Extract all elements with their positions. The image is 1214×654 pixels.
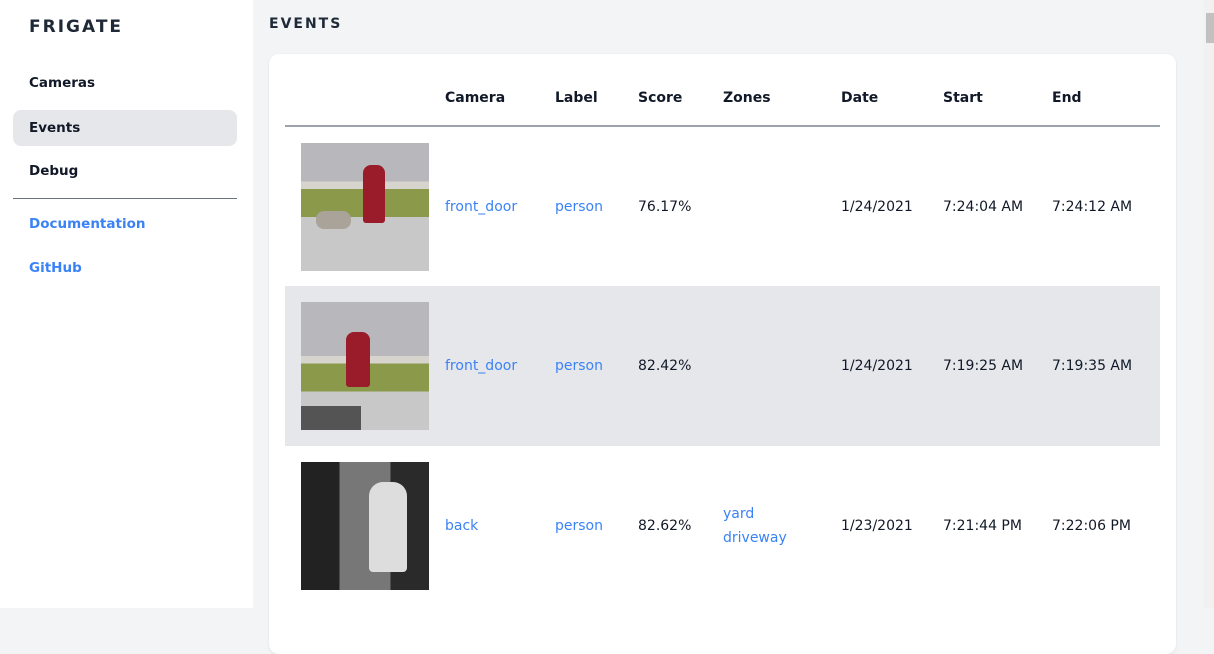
table-row[interactable]: back person 82.62% yard driveway 1/23/202… [285, 446, 1160, 606]
table-row[interactable]: front_door person 82.42% 1/24/2021 7:19:… [285, 286, 1160, 446]
event-date: 1/23/2021 [841, 518, 913, 534]
event-end: 7:19:35 AM [1052, 286, 1160, 446]
table-row[interactable]: front_door person 76.17% 1/24/2021 7:24:… [285, 126, 1160, 286]
sidebar: FRIGATE Cameras Events Debug Documentati… [0, 0, 253, 608]
col-camera: Camera [445, 54, 555, 127]
event-start: 7:21:44 PM [943, 518, 1022, 534]
event-label-link[interactable]: person [555, 286, 638, 446]
events-card: Camera Label Score Zones Date Start End … [269, 54, 1176, 654]
event-date: 1/24/2021 [841, 286, 943, 446]
event-start: 7:19:25 AM [943, 286, 1052, 446]
scrollbar-thumb[interactable] [1206, 13, 1214, 43]
sidebar-divider [13, 198, 237, 199]
event-zones [723, 286, 841, 446]
event-camera-link[interactable]: front_door [445, 198, 518, 215]
sidebar-item-debug[interactable]: Debug [29, 163, 79, 179]
table-header: Camera Label Score Zones Date Start End [285, 54, 1160, 127]
event-thumbnail[interactable] [301, 302, 429, 430]
event-zones [723, 126, 841, 286]
event-end: 7:22:06 PM [1052, 518, 1131, 534]
col-label: Label [555, 54, 638, 127]
app-logo: FRIGATE [29, 17, 124, 37]
event-score: 82.62% [638, 518, 692, 534]
event-start: 7:24:04 AM [943, 198, 1024, 215]
col-start: Start [943, 54, 1052, 127]
col-zones: Zones [723, 54, 841, 127]
event-label-link[interactable]: person [555, 198, 603, 215]
col-end: End [1052, 54, 1160, 127]
col-score: Score [638, 54, 723, 127]
event-score: 76.17% [638, 198, 692, 215]
event-date: 1/24/2021 [841, 198, 913, 215]
col-thumbnail [285, 54, 445, 127]
event-label-link[interactable]: person [555, 518, 603, 534]
event-thumbnail[interactable] [301, 462, 429, 590]
event-thumbnail[interactable] [301, 142, 429, 271]
sidebar-item-cameras[interactable]: Cameras [29, 75, 96, 91]
page-title: EVENTS [269, 16, 343, 32]
zone-link[interactable]: yard [723, 506, 755, 522]
sidebar-link-github[interactable]: GitHub [29, 260, 82, 276]
zone-link[interactable]: driveway [723, 530, 787, 546]
scrollbar[interactable] [1204, 0, 1214, 608]
sidebar-link-documentation[interactable]: Documentation [29, 216, 146, 232]
event-camera-link[interactable]: front_door [445, 286, 555, 446]
event-end: 7:24:12 AM [1052, 198, 1133, 215]
sidebar-item-events[interactable]: Events [13, 110, 237, 146]
events-table: Camera Label Score Zones Date Start End … [285, 54, 1160, 606]
event-zones: yard driveway [723, 446, 841, 606]
event-camera-link[interactable]: back [445, 518, 479, 534]
event-score: 82.42% [638, 286, 723, 446]
col-date: Date [841, 54, 943, 127]
